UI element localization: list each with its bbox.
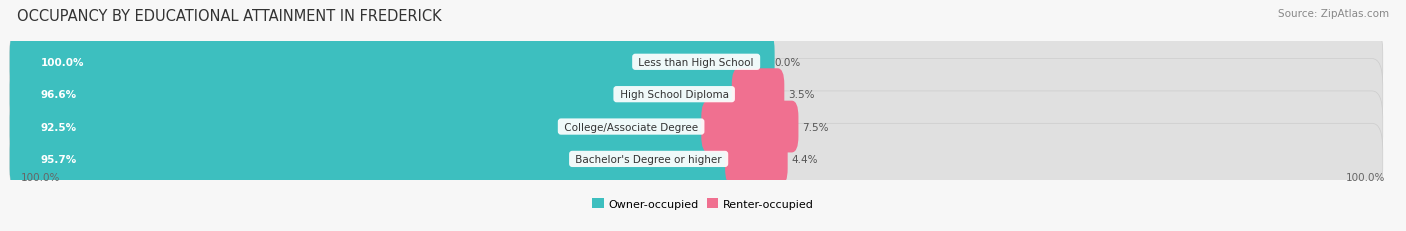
Text: 7.5%: 7.5% — [803, 122, 830, 132]
Text: 100.0%: 100.0% — [41, 58, 84, 67]
Text: 3.5%: 3.5% — [789, 90, 815, 100]
FancyBboxPatch shape — [10, 124, 1382, 195]
FancyBboxPatch shape — [10, 124, 742, 195]
Text: 95.7%: 95.7% — [41, 154, 77, 164]
Text: 96.6%: 96.6% — [41, 90, 77, 100]
Text: 92.5%: 92.5% — [41, 122, 77, 132]
FancyBboxPatch shape — [731, 69, 785, 121]
Text: 0.0%: 0.0% — [775, 58, 801, 67]
FancyBboxPatch shape — [10, 91, 718, 162]
FancyBboxPatch shape — [10, 59, 1382, 130]
FancyBboxPatch shape — [10, 27, 1382, 98]
Text: Less than High School: Less than High School — [636, 58, 756, 67]
Text: College/Associate Degree: College/Associate Degree — [561, 122, 702, 132]
FancyBboxPatch shape — [725, 134, 787, 185]
FancyBboxPatch shape — [702, 101, 799, 153]
FancyBboxPatch shape — [10, 59, 749, 130]
Text: 100.0%: 100.0% — [21, 172, 60, 182]
Legend: Owner-occupied, Renter-occupied: Owner-occupied, Renter-occupied — [588, 194, 818, 213]
Text: 4.4%: 4.4% — [792, 154, 818, 164]
FancyBboxPatch shape — [10, 27, 775, 98]
Text: High School Diploma: High School Diploma — [617, 90, 731, 100]
Text: OCCUPANCY BY EDUCATIONAL ATTAINMENT IN FREDERICK: OCCUPANCY BY EDUCATIONAL ATTAINMENT IN F… — [17, 9, 441, 24]
Text: Bachelor's Degree or higher: Bachelor's Degree or higher — [572, 154, 725, 164]
Text: Source: ZipAtlas.com: Source: ZipAtlas.com — [1278, 9, 1389, 19]
Text: 100.0%: 100.0% — [1346, 172, 1385, 182]
FancyBboxPatch shape — [10, 91, 1382, 162]
